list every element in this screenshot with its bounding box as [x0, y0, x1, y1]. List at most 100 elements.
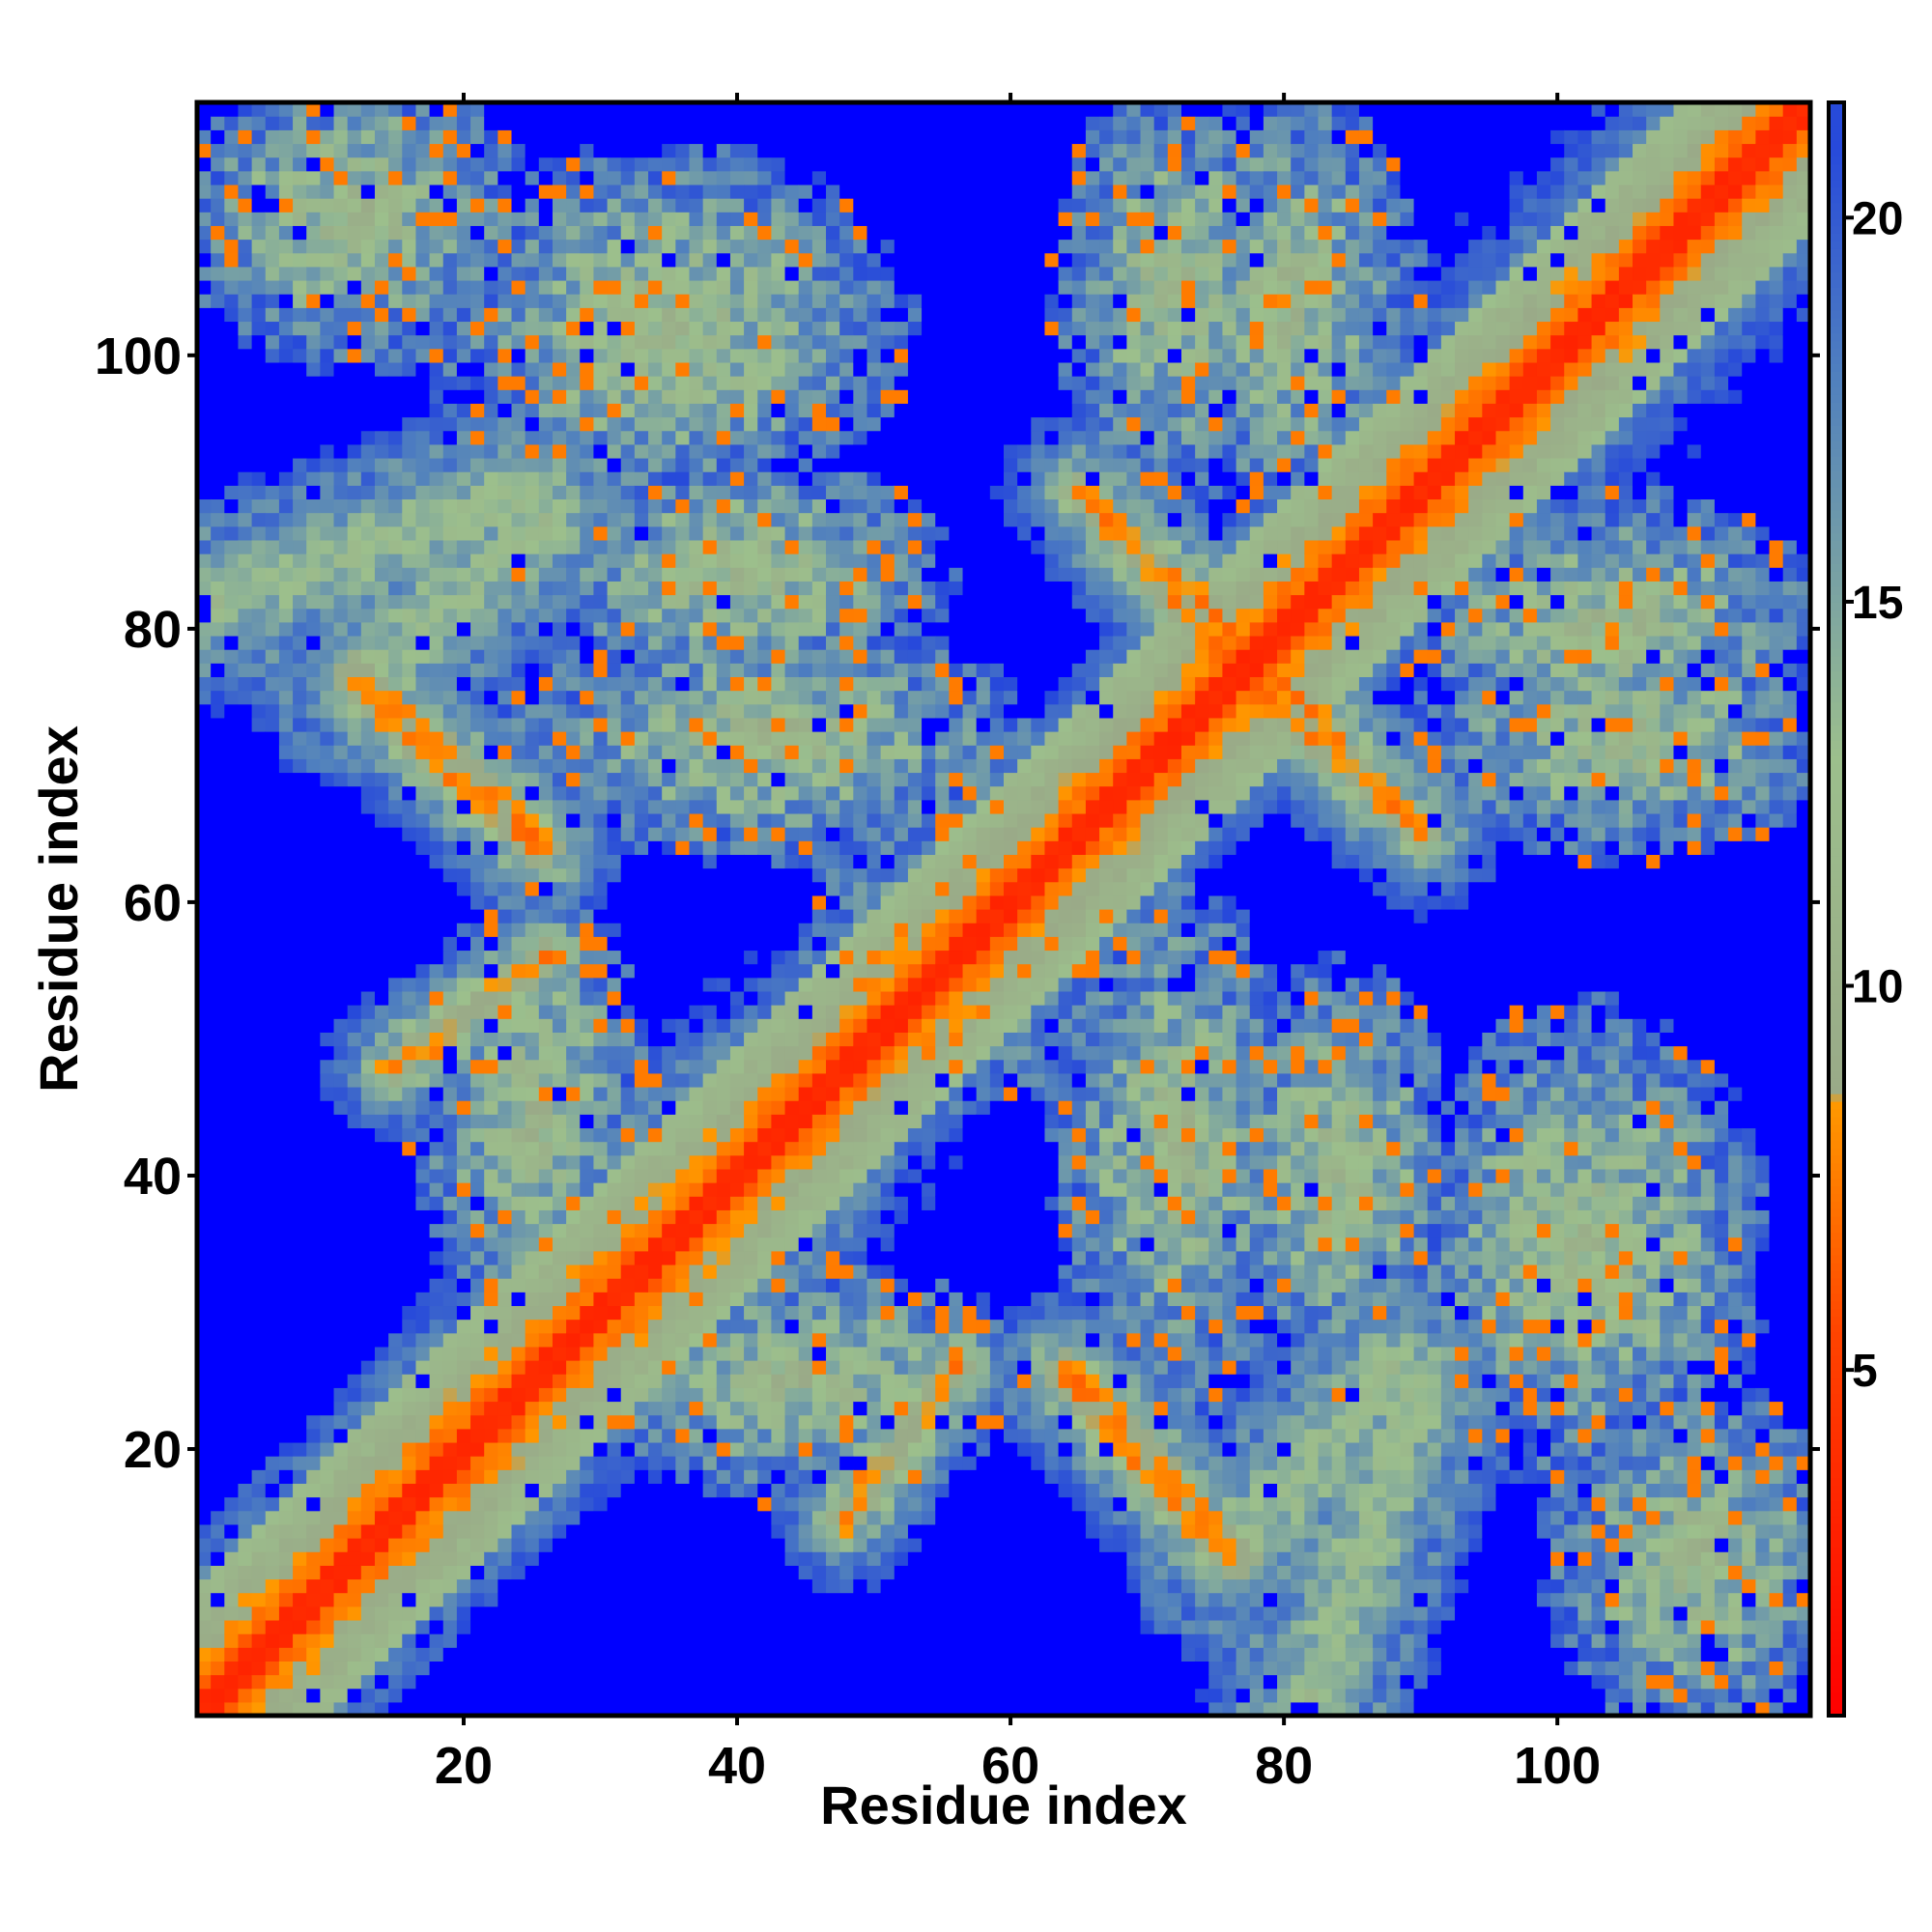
heatmap-cell [211, 785, 225, 801]
heatmap-cell [293, 703, 307, 719]
heatmap-cell [580, 554, 595, 568]
heatmap-cell [197, 621, 212, 637]
heatmap-cell [538, 457, 554, 472]
heatmap-cell [757, 1565, 772, 1580]
heatmap-cell [484, 1360, 498, 1375]
heatmap-cell [497, 443, 513, 459]
heatmap-cell [265, 1674, 280, 1690]
heatmap-cell [716, 676, 731, 692]
heatmap-cell [306, 1045, 321, 1061]
heatmap-cell [538, 1510, 554, 1525]
heatmap-cell [415, 457, 431, 472]
heatmap-cell [211, 854, 225, 869]
heatmap-cell [744, 1428, 758, 1443]
heatmap-cell [442, 1182, 458, 1197]
heatmap-cell [224, 416, 240, 432]
heatmap-cell [566, 1374, 581, 1388]
heatmap-cell [197, 608, 212, 623]
heatmap-cell [566, 1401, 581, 1416]
heatmap-cell [620, 1209, 636, 1225]
heatmap-cell [511, 1688, 526, 1703]
heatmap-cell [238, 198, 253, 213]
heatmap-cell [675, 758, 691, 774]
heatmap-cell [415, 745, 431, 759]
heatmap-cell [347, 854, 362, 869]
heatmap-cell [566, 102, 581, 117]
heatmap-cell [224, 430, 240, 445]
heatmap-cell [525, 923, 540, 937]
heatmap-cell [251, 1086, 267, 1101]
heatmap-cell [620, 703, 636, 719]
heatmap-cell [552, 1469, 567, 1484]
heatmap-cell [580, 1168, 595, 1183]
heatmap-cell [293, 334, 307, 350]
heatmap-cell [320, 731, 335, 746]
heatmap-cell [456, 1647, 471, 1662]
heatmap-cell [306, 1196, 321, 1210]
heatmap-cell [360, 1223, 376, 1238]
heatmap-cell [320, 1401, 335, 1416]
heatmap-cell [538, 594, 554, 610]
heatmap-cell [388, 923, 403, 937]
heatmap-cell [702, 307, 718, 323]
heatmap-cell [702, 443, 718, 459]
heatmap-cell [607, 526, 622, 541]
heatmap-cell [360, 457, 376, 472]
heatmap-cell [293, 1346, 307, 1361]
heatmap-cell [497, 676, 513, 692]
heatmap-cell [470, 1319, 485, 1334]
heatmap-cell [442, 635, 458, 650]
heatmap-cell [662, 1005, 676, 1019]
heatmap-cell [634, 581, 649, 596]
heatmap-cell [251, 430, 267, 445]
heatmap-cell [333, 485, 349, 500]
heatmap-cell [265, 785, 280, 801]
heatmap-cell [552, 745, 567, 759]
heatmap-cell [484, 361, 498, 377]
heatmap-cell [374, 1059, 389, 1074]
heatmap-cell [729, 198, 745, 213]
heatmap-cell [251, 840, 267, 855]
heatmap-cell [648, 703, 663, 719]
heatmap-cell [320, 403, 335, 418]
heatmap-cell [702, 772, 718, 787]
heatmap-cell [729, 156, 745, 172]
heatmap-cell [538, 1182, 554, 1197]
heatmap-cell [265, 1496, 280, 1512]
heatmap-cell [333, 225, 349, 241]
heatmap-cell [580, 1634, 595, 1648]
heatmap-cell [306, 663, 321, 677]
heatmap-cell [729, 1127, 745, 1143]
heatmap-cell [238, 1018, 253, 1033]
heatmap-cell [552, 266, 567, 281]
heatmap-cell [525, 936, 540, 952]
heatmap-cell [566, 581, 581, 596]
heatmap-cell [497, 321, 513, 336]
heatmap-cell [197, 812, 212, 828]
heatmap-cell [238, 1319, 253, 1334]
heatmap-cell [402, 1346, 417, 1361]
heatmap-cell [388, 990, 403, 1006]
heatmap-cell [265, 1332, 280, 1348]
heatmap-cell [415, 936, 431, 952]
heatmap-cell [265, 1223, 280, 1238]
heatmap-cell [415, 785, 431, 801]
heatmap-cell [415, 348, 431, 363]
heatmap-cell [689, 977, 704, 992]
heatmap-cell [580, 1441, 595, 1457]
heatmap-cell [662, 1100, 676, 1115]
heatmap-cell [484, 867, 498, 883]
heatmap-cell [429, 1264, 444, 1279]
heatmap-cell [484, 881, 498, 896]
heatmap-cell [716, 867, 731, 883]
heatmap-cell [648, 1619, 663, 1634]
heatmap-cell [224, 1387, 240, 1403]
heatmap-cell [278, 867, 294, 883]
heatmap-cell [484, 403, 498, 418]
heatmap-cell [265, 279, 280, 295]
heatmap-cell [402, 1319, 417, 1334]
heatmap-cell [347, 923, 362, 937]
heatmap-cell [607, 498, 622, 514]
heatmap-cell [415, 403, 431, 418]
heatmap-cell [552, 1332, 567, 1348]
